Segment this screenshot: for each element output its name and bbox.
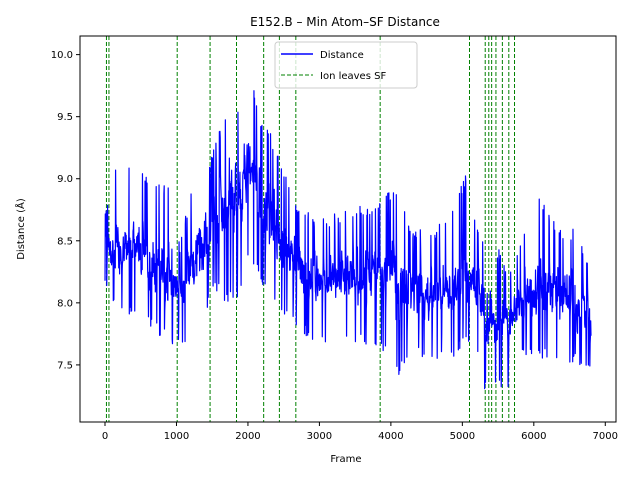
y-axis: 7.5 8.0 8.5 9.0 9.5 10.0 [51, 50, 80, 371]
x-tick-label: 1000 [164, 431, 189, 442]
y-axis-label: Distance (Å) [14, 198, 27, 260]
x-axis-label: Frame [330, 454, 361, 465]
legend-distance-label: Distance [320, 50, 364, 61]
x-tick-label: 5000 [450, 431, 475, 442]
distance-line [104, 90, 592, 390]
x-tick-label: 7000 [593, 431, 618, 442]
plot-frame [79, 35, 617, 423]
legend: Distance Ion leaves SF [274, 41, 418, 89]
x-tick-label: 4000 [378, 431, 403, 442]
x-tick-label: 3000 [307, 431, 332, 442]
x-axis: 0 1000 2000 3000 4000 5000 6000 7000 [102, 422, 618, 442]
y-tick-label: 8.0 [57, 298, 73, 309]
y-tick-label: 9.0 [57, 174, 73, 185]
y-tick-label: 8.5 [57, 236, 73, 247]
x-tick-label: 0 [102, 431, 108, 442]
legend-ion-label: Ion leaves SF [320, 71, 386, 82]
y-tick-label: 7.5 [57, 360, 73, 371]
y-tick-label: 9.5 [57, 112, 73, 123]
x-tick-label: 2000 [235, 431, 260, 442]
plot-area [104, 36, 592, 422]
x-tick-label: 6000 [521, 431, 546, 442]
chart-title: E152.B – Min Atom–SF Distance [250, 15, 440, 29]
distance-series [104, 90, 592, 390]
y-tick-label: 10.0 [51, 50, 73, 61]
